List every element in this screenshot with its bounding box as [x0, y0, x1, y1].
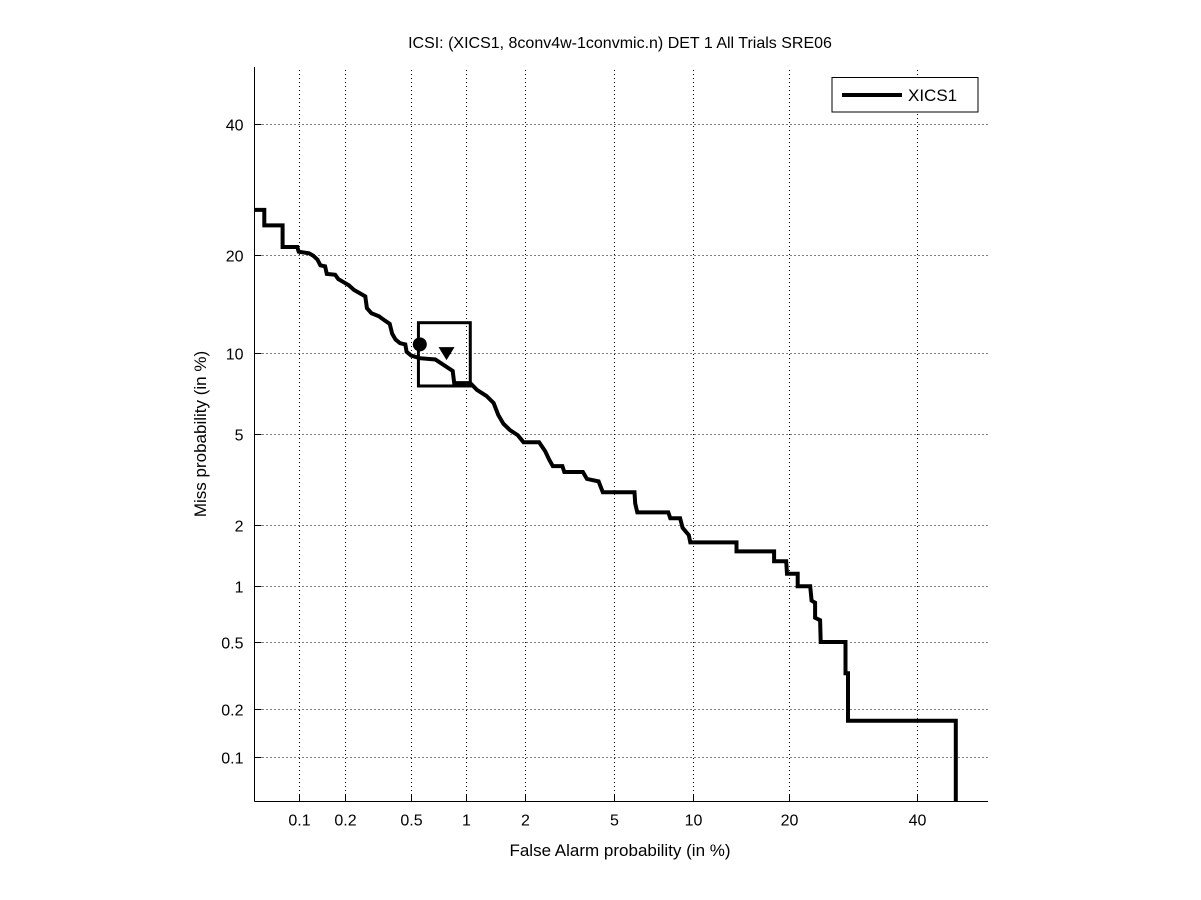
x-tick-labels: 0.1 0.2 0.5 1 2 5 10 20 40: [288, 813, 926, 830]
x-tick-label: 0.2: [334, 813, 356, 830]
x-axis-label: False Alarm probability (in %): [509, 841, 730, 860]
y-tick-label: 0.2: [221, 703, 243, 720]
y-axis-label: Miss probability (in %): [191, 351, 210, 517]
x-tick-label: 2: [521, 813, 530, 830]
min-dcf-point-marker: [438, 347, 455, 361]
x-tick-label: 10: [685, 813, 703, 830]
y-tick-label: 1: [235, 580, 244, 597]
axes: [254, 67, 988, 802]
chart-title: ICSI: (XICS1, 8conv4w-1convmic.n) DET 1 …: [408, 35, 832, 52]
confidence-box: [416, 321, 472, 388]
y-tick-label: 0.1: [221, 751, 243, 768]
y-tick-label: 2: [235, 519, 244, 536]
x-tick-label: 40: [909, 813, 927, 830]
y-tick-label: 20: [226, 249, 244, 266]
y-tick-label: 0.5: [221, 636, 243, 653]
series-layer: [254, 207, 958, 802]
x-tick-label: 20: [781, 813, 799, 830]
x-tick-label: 5: [610, 813, 619, 830]
x-tick-label: 0.1: [288, 813, 310, 830]
legend: XICS1: [831, 77, 979, 113]
marker-layer: [412, 321, 472, 388]
y-tick-label: 5: [235, 428, 244, 445]
y-tick-label: 40: [226, 118, 244, 135]
legend-entry-xics1: XICS1: [908, 86, 957, 105]
y-tick-labels: 0.1 0.2 0.5 1 2 5 10 20 40: [221, 118, 243, 768]
series-line-xics1: [254, 207, 958, 802]
x-tick-label: 0.5: [400, 813, 422, 830]
x-tick-label: 1: [462, 813, 471, 830]
y-tick-label: 10: [226, 347, 244, 364]
actual-decision-point-marker: [412, 337, 427, 352]
